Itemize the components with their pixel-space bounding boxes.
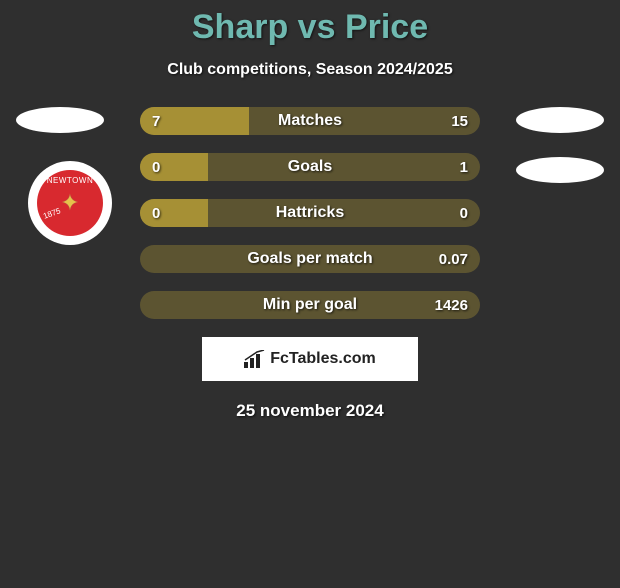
stats-bars: 7Matches150Goals10Hattricks0Goals per ma… (140, 107, 480, 319)
club-badge-year: 1875 (42, 206, 62, 221)
stat-right-value: 0.07 (439, 245, 468, 273)
stat-label: Min per goal (140, 291, 480, 319)
player-left-placeholder (16, 107, 104, 133)
stat-label: Goals (140, 153, 480, 181)
stat-bar: 0Hattricks0 (140, 199, 480, 227)
stat-label: Matches (140, 107, 480, 135)
stat-bar: Min per goal1426 (140, 291, 480, 319)
stat-bar: Goals per match0.07 (140, 245, 480, 273)
date-label: 25 november 2024 (0, 401, 620, 421)
stat-right-value: 15 (451, 107, 468, 135)
stat-label: Hattricks (140, 199, 480, 227)
stat-right-value: 1 (460, 153, 468, 181)
club-badge-inner: NEWTOWN ✦ 1875 (37, 170, 103, 236)
brand-chart-icon (244, 350, 266, 368)
brand-text: FcTables.com (270, 350, 376, 368)
page-subtitle: Club competitions, Season 2024/2025 (0, 61, 620, 79)
stat-bar: 0Goals1 (140, 153, 480, 181)
page-title: Sharp vs Price (0, 8, 620, 47)
comparison-content: NEWTOWN ✦ 1875 7Matches150Goals10Hattric… (0, 107, 620, 421)
stat-label: Goals per match (140, 245, 480, 273)
brand-suffix: Tables.com (289, 350, 376, 367)
stat-bar: 7Matches15 (140, 107, 480, 135)
stat-right-value: 1426 (435, 291, 468, 319)
club-left-badge: NEWTOWN ✦ 1875 (28, 161, 112, 245)
player-right-placeholder (516, 107, 604, 133)
club-badge-name: NEWTOWN (47, 176, 93, 185)
brand-prefix: Fc (270, 350, 289, 367)
stat-right-value: 0 (460, 199, 468, 227)
brand-box[interactable]: FcTables.com (202, 337, 418, 381)
club-right-placeholder (516, 157, 604, 183)
club-badge-griffin-icon: ✦ (61, 190, 79, 216)
